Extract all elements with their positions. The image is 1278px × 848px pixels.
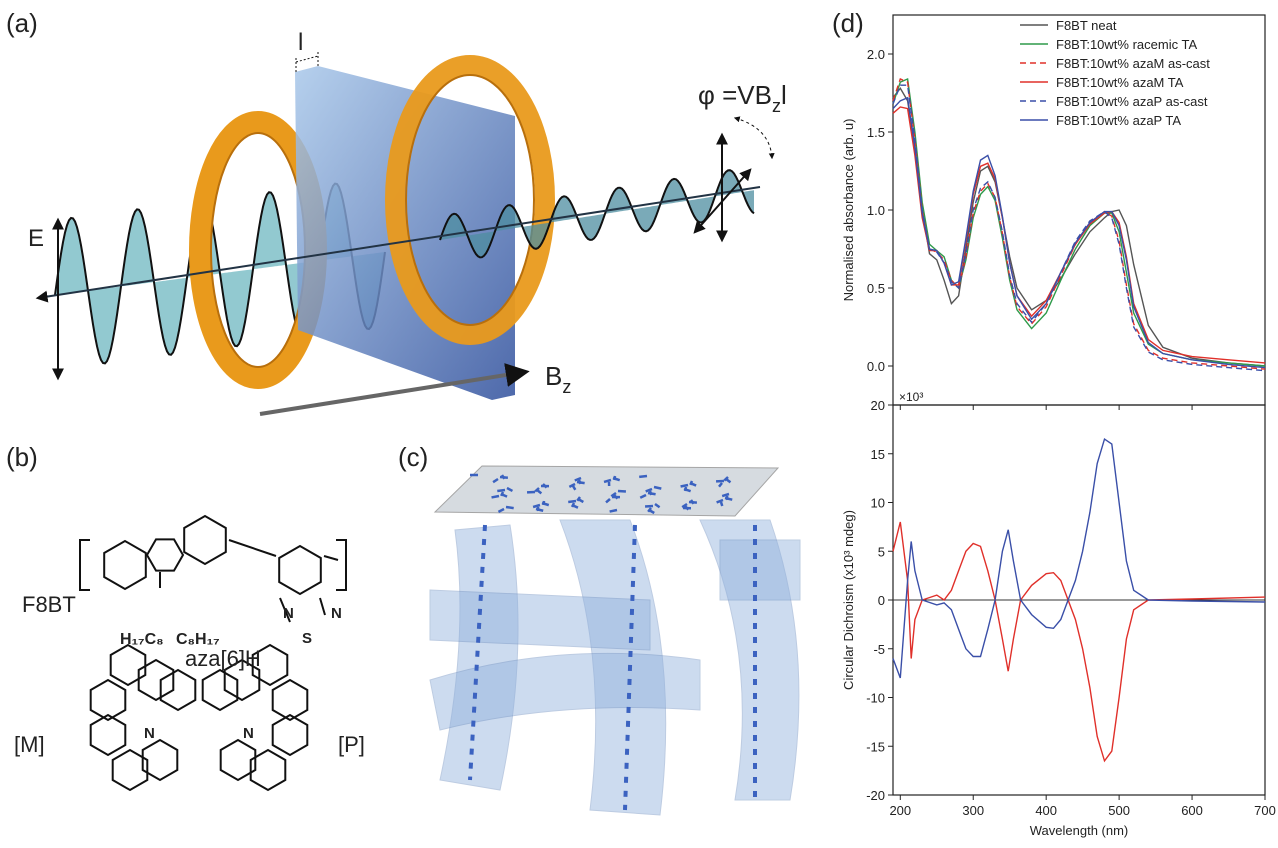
multiplier-label: ×10³ <box>899 390 923 404</box>
molecule <box>648 493 656 494</box>
y-tick-label: 5 <box>878 544 885 559</box>
x-tick-label: 300 <box>962 803 984 818</box>
atom: N <box>283 605 294 622</box>
molecule <box>568 501 576 502</box>
ring <box>279 546 321 594</box>
y-tick-label: 0.0 <box>867 359 885 374</box>
panel-a-drawing <box>38 52 772 414</box>
y-tick-label: 15 <box>871 447 885 462</box>
y-tick-label: -10 <box>866 691 885 706</box>
b-main: B <box>545 361 562 391</box>
series-line <box>893 85 1265 371</box>
y-tick-label: 2.0 <box>867 47 885 62</box>
ring <box>139 660 174 700</box>
y-tick-label: 1.5 <box>867 125 885 140</box>
series-line <box>893 98 1265 368</box>
figure: (a) (b) (c) (d) l φ =VBzl E Bz F8BT H₁₇C… <box>0 0 1278 843</box>
x-tick-label: 200 <box>889 803 911 818</box>
panel-label: (d) <box>832 8 864 38</box>
side-chain: H₁₇C₈ <box>120 631 164 648</box>
molecule <box>721 502 722 506</box>
y-tick-label: 0.5 <box>867 281 885 296</box>
x-axis-label: Wavelength (nm) <box>1030 823 1129 838</box>
y-tick-label: -5 <box>873 642 885 657</box>
tube <box>440 525 518 790</box>
p-label: [P] <box>338 732 365 757</box>
y-tick-label: 1.0 <box>867 203 885 218</box>
plot-frame <box>893 15 1265 405</box>
series-line <box>893 88 1265 366</box>
panel-d-charts: 0.0 0.5 1.0 1.5 2.0 F8BT neat F8BT:10wt% racem… <box>841 15 1276 838</box>
y-tick-label: 10 <box>871 496 885 511</box>
molecule <box>654 487 661 489</box>
x-tick-label: 400 <box>1035 803 1057 818</box>
molecule <box>725 498 732 500</box>
panel-label: (b) <box>6 442 38 472</box>
phase-end: l <box>781 80 787 110</box>
tube <box>430 590 650 650</box>
y-tick-label: 0 <box>878 593 885 608</box>
atom: S <box>302 630 312 647</box>
series-line <box>893 107 1265 363</box>
phase-label: φ =VBzl <box>698 80 787 116</box>
phase-main: φ =VB <box>698 80 772 110</box>
substrate <box>435 466 778 516</box>
molecule <box>492 496 499 497</box>
phase-sub: z <box>772 96 781 116</box>
series-line <box>893 439 1265 678</box>
molecule <box>618 491 626 492</box>
ring <box>184 516 226 564</box>
panel-label: (a) <box>6 8 38 38</box>
helicene-label: aza[6]H <box>185 646 261 671</box>
length-label: l <box>298 29 303 56</box>
legend-label: F8BT:10wt% racemic TA <box>1056 37 1197 52</box>
x-tick-label: 700 <box>1254 803 1276 818</box>
molecule <box>536 509 543 511</box>
x-tick-label: 500 <box>1108 803 1130 818</box>
ring <box>147 539 183 570</box>
atom: N <box>243 725 254 742</box>
x-tick-label: 600 <box>1181 803 1203 818</box>
magnetic-label: Bz <box>545 361 571 397</box>
polymer-label: F8BT <box>22 592 76 617</box>
field-label: E <box>28 225 44 252</box>
molecule <box>500 477 508 478</box>
legend-label: F8BT neat <box>1056 18 1117 33</box>
molecule <box>497 490 505 491</box>
atom: N <box>331 605 342 622</box>
legend-label: F8BT:10wt% azaP TA <box>1056 113 1181 128</box>
panel-c-drawing <box>430 466 800 815</box>
y-axis-label: Circular Dichroism (x10³ mdeg) <box>841 510 856 690</box>
molecule <box>610 510 617 512</box>
legend-label: F8BT:10wt% azaM as-cast <box>1056 56 1210 71</box>
y-tick-label: -20 <box>866 788 885 803</box>
molecule <box>577 482 585 483</box>
tube <box>720 540 800 600</box>
panel-label: (c) <box>398 442 428 472</box>
m-label: [M] <box>14 732 45 757</box>
molecule <box>681 485 688 486</box>
legend-label: F8BT:10wt% azaP as-cast <box>1056 94 1208 109</box>
ring <box>203 670 238 710</box>
y-tick-label: 20 <box>871 398 885 413</box>
b-sub: z <box>562 377 571 397</box>
ring <box>161 670 196 710</box>
y-tick-label: -15 <box>866 739 885 754</box>
ring <box>111 645 146 685</box>
molecule <box>689 502 697 503</box>
legend-label: F8BT:10wt% azaM TA <box>1056 75 1184 90</box>
series-line <box>893 522 1265 761</box>
bond <box>80 540 346 622</box>
y-axis-label: Normalised absorbance (arb. u) <box>841 119 856 302</box>
molecule <box>639 476 647 477</box>
molecule <box>506 507 514 508</box>
rotation-arc <box>735 118 772 158</box>
atom: N <box>144 725 155 742</box>
ring <box>104 541 146 589</box>
